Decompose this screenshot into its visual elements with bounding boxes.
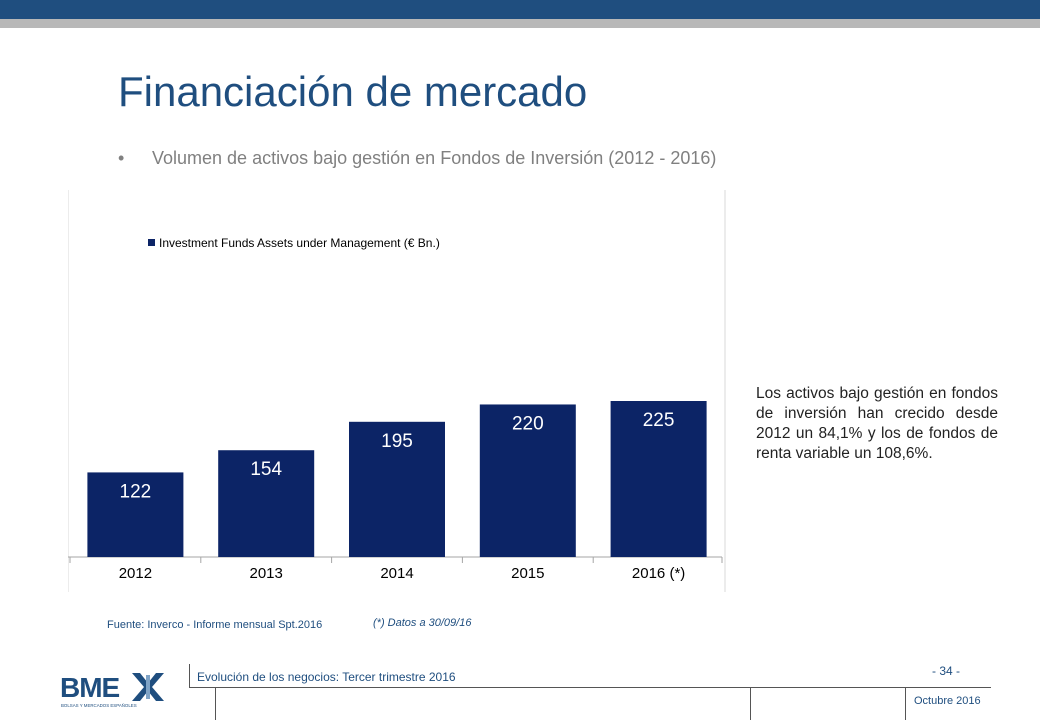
data-date-note: (*) Datos a 30/09/16 xyxy=(373,617,472,629)
top-header-bar xyxy=(0,0,1040,19)
top-header-stripe xyxy=(0,19,1040,28)
footer-rule xyxy=(189,687,991,688)
footer-divider xyxy=(905,688,906,720)
data-label: 195 xyxy=(381,431,413,452)
data-label: 154 xyxy=(250,459,282,480)
legend-swatch xyxy=(148,239,155,246)
bme-logo: BME BOLSAS Y MERCADOS ESPAÑOLES xyxy=(60,672,164,708)
x-tick-label: 2013 xyxy=(250,565,283,582)
bar-2015 xyxy=(479,404,576,557)
page-title: Financiación de mercado xyxy=(118,68,588,115)
data-label: 220 xyxy=(512,413,544,434)
x-tick-label: 2015 xyxy=(511,565,544,582)
commentary-text: Los activos bajo gestión en fondos de in… xyxy=(756,385,998,462)
bar-2013 xyxy=(218,450,315,557)
bar-chart-svg: Investment Funds Assets under Management… xyxy=(68,190,726,592)
bar-2014 xyxy=(349,421,445,557)
data-label: 122 xyxy=(120,481,152,502)
footer-divider xyxy=(215,688,216,720)
legend-label: Investment Funds Assets under Management… xyxy=(159,236,440,250)
footer-divider xyxy=(750,688,751,720)
logo-tagline: BOLSAS Y MERCADOS ESPAÑOLES xyxy=(61,703,137,708)
bar-chart: Investment Funds Assets under Management… xyxy=(68,190,726,592)
source-note: Fuente: Inverco - Informe mensual Spt.20… xyxy=(107,619,323,631)
bullet-marker: • xyxy=(118,148,125,168)
logo-wordmark: BME xyxy=(60,672,120,703)
page-number: - 34 - xyxy=(932,664,961,678)
subtitle-bullet-item: • Volumen de activos bajo gestión en Fond… xyxy=(118,148,716,169)
data-label: 225 xyxy=(643,410,675,431)
footer-date: Octubre 2016 xyxy=(914,695,981,707)
subtitle-text: Volumen de activos bajo gestión en Fondo… xyxy=(152,148,717,168)
x-tick-label: 2016 (*) xyxy=(632,565,685,582)
bar-2012 xyxy=(87,472,184,557)
x-tick-label: 2014 xyxy=(380,565,413,582)
footer-section-title: Evolución de los negocios: Tercer trimes… xyxy=(197,670,456,684)
bar-2016 (*) xyxy=(610,401,707,557)
logo-x-accent xyxy=(146,675,150,699)
x-tick-label: 2012 xyxy=(119,565,152,582)
footer-divider xyxy=(189,664,190,688)
